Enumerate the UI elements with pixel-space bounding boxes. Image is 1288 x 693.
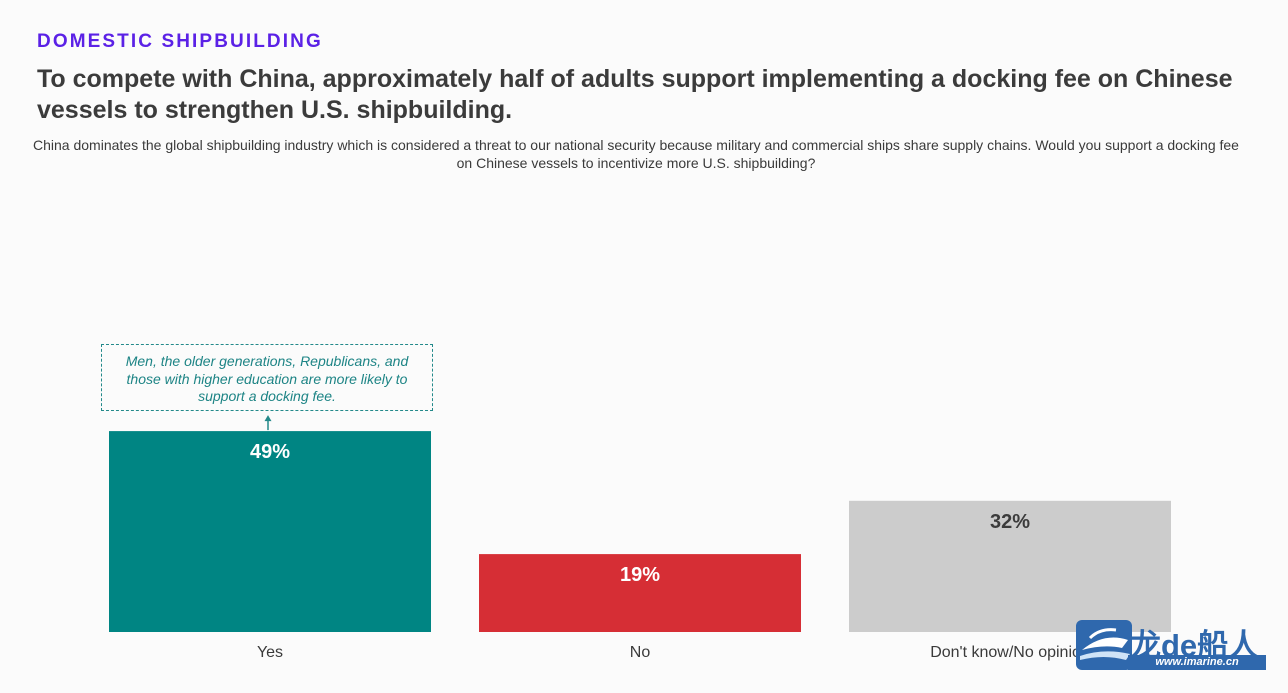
- annotation-callout: Men, the older generations, Republicans,…: [101, 344, 433, 411]
- data-label-don-t-know-no-opinion: 32%: [990, 511, 1030, 533]
- chart-title: To compete with China, approximately hal…: [37, 65, 1233, 124]
- section-kicker: DOMESTIC SHIPBUILDING: [37, 31, 323, 52]
- callout-arrowhead: [264, 415, 272, 422]
- category-label-yes: Yes: [257, 644, 283, 661]
- bar-yes: [109, 431, 431, 632]
- watermark-url: www.imarine.cn: [1128, 655, 1266, 670]
- watermark-logo: 龙de船人 www.imarine.cn: [1076, 620, 1266, 672]
- bar-don-t-know-no-opinion: [849, 500, 1171, 632]
- data-label-no: 19%: [620, 564, 660, 586]
- bar-no: [479, 554, 801, 632]
- ship-logo-icon: [1076, 620, 1132, 670]
- category-label-no: No: [630, 644, 651, 661]
- category-label-don-t-know-no-opinion: Don't know/No opinion: [930, 644, 1090, 661]
- chart-subtitle: China dominates the global shipbuilding …: [33, 137, 1239, 171]
- data-label-yes: 49%: [250, 441, 290, 463]
